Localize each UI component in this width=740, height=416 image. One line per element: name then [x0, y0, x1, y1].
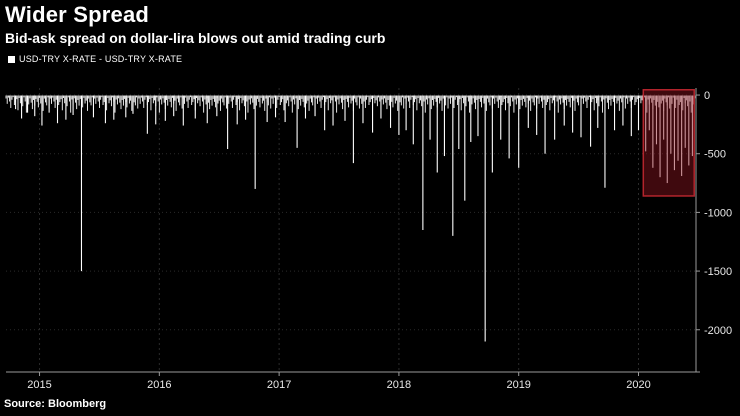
legend-swatch-icon: [8, 55, 15, 63]
legend: USD-TRY X-RATE - USD-TRY X-RATE: [8, 54, 182, 64]
source-label: Source: Bloomberg: [4, 398, 107, 410]
svg-text:-2000: -2000: [704, 325, 732, 337]
svg-text:2015: 2015: [27, 379, 51, 391]
svg-text:2016: 2016: [147, 379, 171, 391]
svg-text:2017: 2017: [267, 379, 291, 391]
page-subtitle: Bid-ask spread on dollar-lira blows out …: [5, 30, 386, 46]
svg-text:-500: -500: [704, 149, 726, 161]
svg-text:-1500: -1500: [704, 266, 732, 278]
svg-text:2019: 2019: [506, 379, 530, 391]
svg-text:2018: 2018: [387, 379, 411, 391]
svg-text:0: 0: [704, 90, 710, 102]
legend-label: USD-TRY X-RATE - USD-TRY X-RATE: [19, 54, 183, 64]
svg-text:2020: 2020: [626, 379, 650, 391]
svg-text:-1000: -1000: [704, 207, 732, 219]
page-title: Wider Spread: [5, 2, 150, 27]
